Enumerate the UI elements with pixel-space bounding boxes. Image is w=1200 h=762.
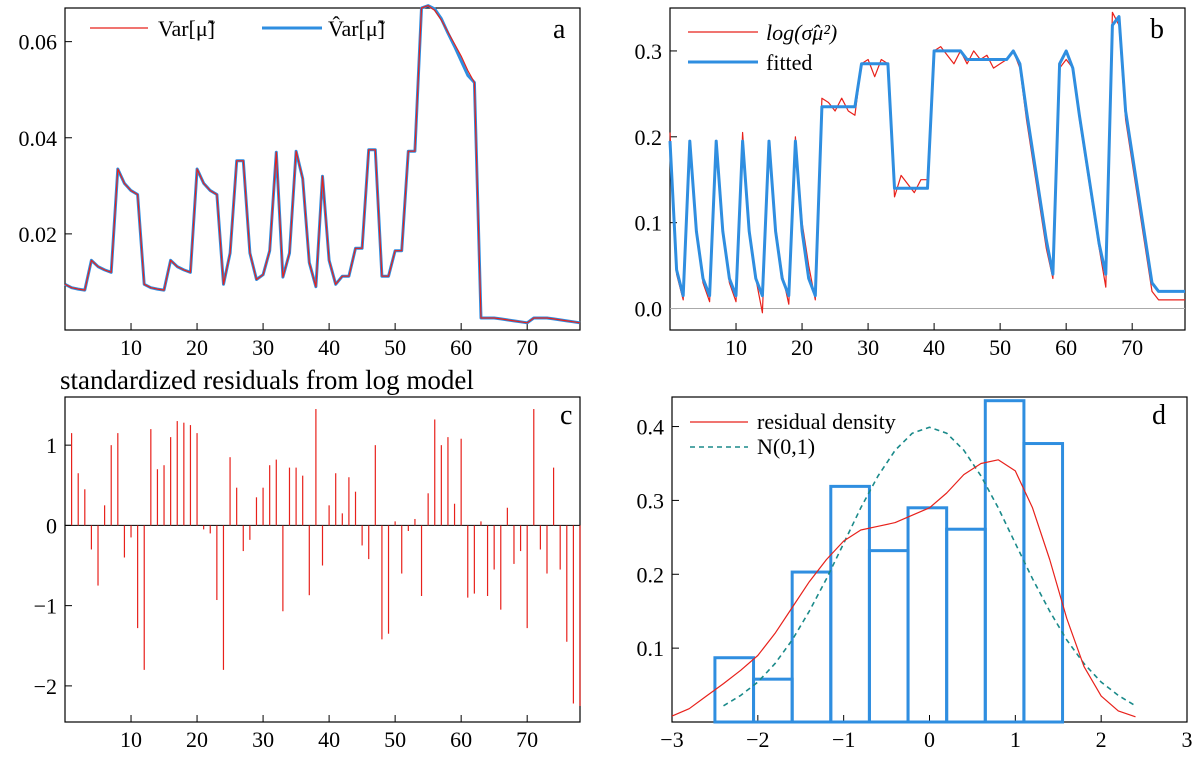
panel-b-ticks: 10 20 30 40 50 60 70 0.0 0.1 0.2 0.3 bbox=[635, 39, 1144, 360]
histogram-bar bbox=[790, 570, 833, 724]
x-tick-label: 20 bbox=[791, 335, 813, 360]
histogram-bar bbox=[829, 484, 871, 724]
y-tick-label: 0.06 bbox=[19, 30, 58, 55]
y-tick-label: −1 bbox=[34, 594, 57, 619]
series-line-residual-density bbox=[671, 459, 1136, 718]
x-tick-label: 2 bbox=[1096, 727, 1107, 752]
y-tick-label: 0.1 bbox=[637, 636, 665, 661]
legend-b-label-2: fitted bbox=[766, 50, 812, 75]
x-tick-label: 60 bbox=[450, 727, 472, 752]
x-tick-label: 20 bbox=[186, 727, 208, 752]
x-tick-label: 3 bbox=[1182, 727, 1193, 752]
legend-a-label-2: V̂ar[μ̃] bbox=[328, 16, 386, 41]
panel-d-series bbox=[671, 399, 1136, 724]
x-tick-label: 50 bbox=[989, 335, 1011, 360]
y-tick-label: 0 bbox=[46, 513, 57, 538]
panel-a: 10 20 30 40 50 60 70 0.02 0.04 0.06 a Var[μ̃] V̂a… bbox=[19, 4, 581, 360]
y-tick-label: 0.04 bbox=[19, 126, 58, 151]
panel-c: standardized residuals from log model 10… bbox=[34, 365, 581, 752]
histogram-bar bbox=[945, 527, 987, 724]
x-tick-label: 40 bbox=[318, 727, 340, 752]
x-tick-label: −2 bbox=[746, 727, 769, 752]
panel-b-legend: log(σ̂μ²) fitted bbox=[688, 20, 837, 75]
x-tick-label: 50 bbox=[384, 727, 406, 752]
panel-d-ticks: −3 −2 −1 0 1 2 3 0.1 0.2 0.3 0.4 bbox=[637, 415, 1193, 752]
y-tick-label: 0.3 bbox=[637, 488, 665, 513]
histogram-bar bbox=[906, 506, 949, 724]
panel-a-frame bbox=[64, 7, 581, 331]
panel-b-letter: b bbox=[1150, 14, 1164, 45]
x-tick-label: 60 bbox=[1055, 335, 1077, 360]
x-tick-label: 10 bbox=[725, 335, 747, 360]
histogram-bar bbox=[1022, 442, 1065, 724]
series-line-estimated-variance bbox=[64, 4, 581, 325]
panel-a-letter: a bbox=[553, 14, 566, 45]
legend-a-label-1: Var[μ̃] bbox=[158, 16, 216, 41]
panel-d: −3 −2 −1 0 1 2 3 0.1 0.2 0.3 0.4 d residual densit… bbox=[637, 396, 1193, 752]
panel-d-legend: residual density N(0,1) bbox=[690, 409, 896, 459]
y-tick-label: 0.0 bbox=[635, 297, 663, 322]
y-tick-label: 0.3 bbox=[635, 39, 663, 64]
histogram-bar bbox=[752, 677, 794, 724]
panel-c-title: standardized residuals from log model bbox=[60, 365, 474, 395]
y-tick-label: 0.1 bbox=[635, 211, 663, 236]
y-tick-label: 0.02 bbox=[19, 222, 58, 247]
x-tick-label: 20 bbox=[186, 335, 208, 360]
panel-b: 10 20 30 40 50 60 70 0.0 0.1 0.2 0.3 b log(σ̂μ²) f… bbox=[635, 7, 1186, 360]
x-tick-label: 70 bbox=[516, 727, 538, 752]
y-tick-label: 1 bbox=[46, 433, 57, 458]
series-line-variance bbox=[64, 4, 581, 324]
panel-c-series bbox=[65, 409, 581, 706]
x-tick-label: 50 bbox=[384, 335, 406, 360]
y-tick-label: 0.4 bbox=[637, 415, 665, 440]
x-tick-label: 70 bbox=[516, 335, 538, 360]
panel-c-letter: c bbox=[560, 400, 572, 431]
x-tick-label: 30 bbox=[252, 335, 274, 360]
y-tick-label: −2 bbox=[34, 674, 57, 699]
panel-a-legend: Var[μ̃] V̂ar[μ̃] bbox=[90, 16, 386, 41]
legend-d-label-1: residual density bbox=[757, 409, 896, 434]
x-tick-label: 10 bbox=[120, 727, 142, 752]
panel-a-series bbox=[64, 4, 581, 325]
x-tick-label: 30 bbox=[252, 727, 274, 752]
legend-d-label-2: N(0,1) bbox=[757, 434, 815, 459]
panel-c-ticks: 10 20 30 40 50 60 70 −2 −1 0 1 bbox=[34, 433, 539, 752]
panel-b-series bbox=[668, 11, 1185, 314]
x-tick-label: 40 bbox=[318, 335, 340, 360]
histogram-bar bbox=[867, 549, 910, 724]
x-tick-label: 1 bbox=[1010, 727, 1021, 752]
x-tick-label: 10 bbox=[120, 335, 142, 360]
series-line-normal bbox=[723, 426, 1136, 707]
panel-d-letter: d bbox=[1152, 400, 1166, 431]
x-tick-label: 30 bbox=[857, 335, 879, 360]
panel-d-frame bbox=[671, 396, 1188, 723]
x-tick-label: 40 bbox=[923, 335, 945, 360]
y-tick-label: 0.2 bbox=[635, 125, 663, 150]
series-line-fitted bbox=[668, 15, 1185, 298]
y-tick-label: 0.2 bbox=[637, 562, 665, 587]
x-tick-label: 60 bbox=[450, 335, 472, 360]
histogram-bar bbox=[983, 399, 1026, 724]
panel-a-ticks: 10 20 30 40 50 60 70 0.02 0.04 0.06 bbox=[19, 30, 539, 360]
x-tick-label: 70 bbox=[1121, 335, 1143, 360]
legend-b-label-1: log(σ̂μ²) bbox=[766, 20, 837, 45]
x-tick-label: −3 bbox=[660, 727, 683, 752]
x-tick-label: −1 bbox=[832, 727, 855, 752]
x-tick-label: 0 bbox=[924, 727, 935, 752]
